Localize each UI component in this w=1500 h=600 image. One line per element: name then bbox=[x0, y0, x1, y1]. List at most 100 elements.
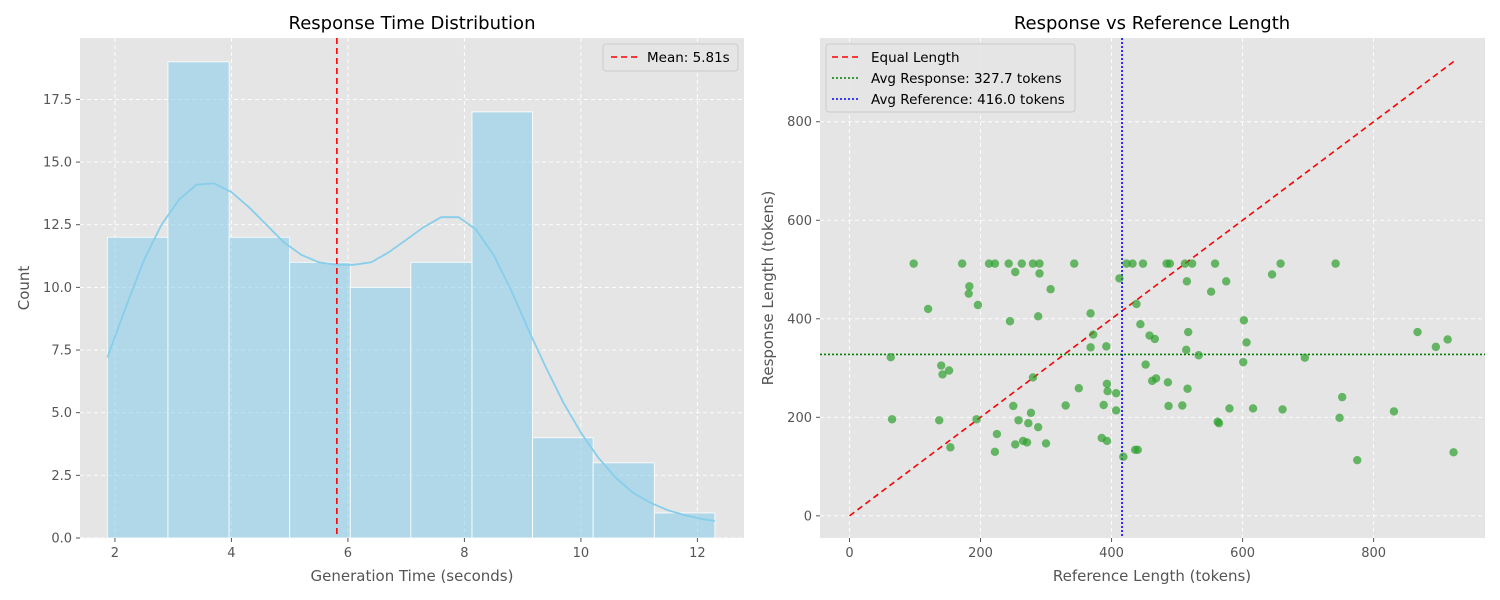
scatter-x-tick-label: 0 bbox=[845, 546, 853, 561]
scatter-point bbox=[1004, 259, 1013, 268]
scatter-point bbox=[1111, 388, 1121, 398]
scatter-y-tick-label: 400 bbox=[787, 312, 812, 327]
histogram-bar bbox=[228, 236, 291, 539]
scatter-point bbox=[1024, 419, 1033, 428]
histogram-x-tick-label: 6 bbox=[344, 546, 352, 561]
scatter-point bbox=[1141, 360, 1150, 369]
scatter-grid bbox=[820, 38, 1485, 538]
scatter-point bbox=[1028, 259, 1038, 268]
scatter-point bbox=[1102, 379, 1112, 389]
histogram-y-tick-label: 2.5 bbox=[51, 469, 72, 484]
scatter-point bbox=[1182, 277, 1192, 286]
scatter-point bbox=[1014, 416, 1023, 425]
scatter-point bbox=[1184, 327, 1193, 337]
scatter-point bbox=[972, 415, 981, 424]
histogram-bar bbox=[106, 236, 169, 539]
histogram-y-tick-label: 17.5 bbox=[43, 93, 72, 108]
scatter-point bbox=[1011, 440, 1020, 449]
scatter-point bbox=[1248, 404, 1258, 413]
histogram-x-tick-label: 10 bbox=[573, 546, 590, 561]
histogram-y-tick-label: 15.0 bbox=[43, 156, 72, 171]
histogram-x-tick-label: 4 bbox=[227, 546, 235, 561]
scatter-point bbox=[938, 370, 947, 379]
scatter-x-tick-label: 800 bbox=[1361, 546, 1386, 561]
scatter-point bbox=[1035, 269, 1044, 278]
scatter-point bbox=[1180, 259, 1190, 268]
scatter-point bbox=[1035, 259, 1044, 268]
scatter-point bbox=[887, 415, 897, 424]
histogram-bar bbox=[349, 286, 412, 539]
scatter-point bbox=[1111, 406, 1121, 415]
scatter-point bbox=[1005, 317, 1015, 326]
scatter-point bbox=[1136, 320, 1145, 329]
scatter-point bbox=[1239, 316, 1249, 325]
scatter-y-tick-label: 0 bbox=[804, 509, 812, 524]
avg-reference-legend-label: Avg Reference: 416.0 tokens bbox=[871, 92, 1065, 108]
scatter-point bbox=[1138, 259, 1148, 268]
histogram-bar bbox=[532, 437, 594, 539]
scatter-chart: 0 200 400 600 800 0 200 400 600 800 Response vs … bbox=[759, 13, 1485, 585]
histogram-bar bbox=[592, 462, 655, 539]
scatter-point bbox=[1300, 353, 1310, 362]
scatter-point bbox=[1122, 259, 1131, 268]
histogram-x-ticks: 2 4 6 8 10 12 bbox=[111, 538, 706, 561]
scatter-point bbox=[1183, 384, 1192, 393]
histogram-x-label: Generation Time (seconds) bbox=[311, 567, 514, 585]
histogram-y-ticks: 0.0 2.5 5.0 7.5 10.0 12.5 15.0 17.5 bbox=[43, 93, 80, 547]
scatter-point bbox=[1089, 330, 1098, 339]
scatter-point bbox=[1194, 351, 1203, 360]
scatter-point bbox=[1103, 387, 1112, 396]
scatter-point bbox=[1214, 419, 1224, 428]
scatter-point bbox=[1239, 357, 1248, 367]
scatter-point bbox=[1242, 338, 1251, 347]
scatter-point bbox=[1061, 401, 1070, 410]
histogram-legend: Mean: 5.81s bbox=[602, 43, 739, 72]
scatter-point bbox=[1225, 404, 1234, 413]
scatter-point bbox=[1074, 384, 1083, 393]
scatter-x-label: Reference Length (tokens) bbox=[1053, 567, 1251, 585]
scatter-point bbox=[965, 282, 974, 291]
scatter-x-tick-label: 200 bbox=[968, 546, 993, 561]
histogram-chart: 2 4 6 8 10 12 0.0 2.5 5.0 7.5 10.0 12.5 15.0 17.5 Re… bbox=[15, 13, 744, 585]
scatter-point bbox=[1431, 342, 1441, 352]
scatter-point bbox=[1026, 408, 1036, 418]
scatter-point bbox=[1449, 448, 1458, 457]
scatter-y-label: Response Length (tokens) bbox=[759, 191, 777, 386]
scatter-point bbox=[1033, 312, 1043, 321]
scatter-point bbox=[944, 366, 954, 375]
scatter-point bbox=[1163, 378, 1173, 387]
scatter-point bbox=[1267, 270, 1277, 279]
histogram-bar bbox=[410, 261, 473, 539]
scatter-point bbox=[1128, 259, 1137, 268]
scatter-point bbox=[1070, 259, 1079, 268]
scatter-point bbox=[1009, 401, 1018, 411]
scatter-point bbox=[1182, 345, 1191, 355]
histogram-y-tick-label: 12.5 bbox=[43, 218, 72, 233]
scatter-point bbox=[1099, 400, 1108, 410]
scatter-point bbox=[1353, 455, 1362, 465]
scatter-y-ticks: 0 200 400 600 800 bbox=[787, 115, 820, 524]
scatter-point bbox=[1133, 445, 1142, 455]
scatter-point bbox=[1443, 335, 1452, 344]
scatter-point bbox=[909, 259, 918, 268]
scatter-point bbox=[1278, 405, 1287, 414]
kde-curve bbox=[106, 182, 716, 522]
scatter-y-tick-label: 800 bbox=[787, 115, 812, 130]
scatter-point bbox=[886, 353, 895, 362]
scatter-point bbox=[1210, 259, 1220, 268]
scatter-legend: Equal Length Avg Response: 327.7 tokens … bbox=[825, 43, 1076, 113]
scatter-point bbox=[1276, 259, 1285, 268]
scatter-y-tick-label: 200 bbox=[787, 411, 812, 426]
scatter-point bbox=[1178, 401, 1187, 410]
histogram-bars bbox=[106, 61, 716, 539]
scatter-point bbox=[1150, 334, 1159, 344]
scatter-point bbox=[1022, 438, 1032, 447]
scatter-point bbox=[1206, 287, 1216, 296]
scatter-point bbox=[1028, 373, 1038, 382]
scatter-x-tick-label: 600 bbox=[1230, 546, 1255, 561]
scatter-point bbox=[923, 304, 933, 314]
histogram-bar bbox=[471, 111, 533, 539]
scatter-point bbox=[1335, 413, 1344, 423]
scatter-point bbox=[1413, 327, 1422, 337]
scatter-point bbox=[1222, 277, 1231, 286]
